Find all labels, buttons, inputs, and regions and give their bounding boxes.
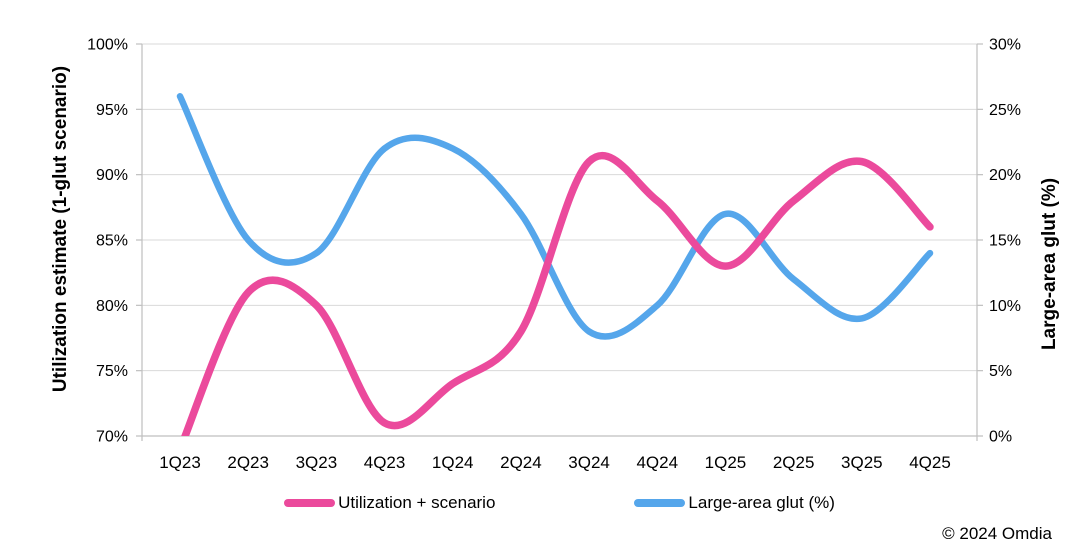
right-axis-title: Large-area glut (%) — [1039, 177, 1060, 351]
legend-label-utilization: Utilization + scenario — [338, 493, 496, 512]
y-right-tick-label: 20% — [989, 167, 1021, 184]
x-tick-label: 1Q23 — [159, 453, 201, 472]
x-tick-label: 2Q23 — [227, 453, 269, 472]
utilization-line-swatch-icon — [284, 499, 336, 507]
x-tick-label: 4Q25 — [909, 453, 951, 472]
legend: Utilization + scenario Large-area glut (… — [142, 489, 977, 517]
y-right-tick-label: 5% — [989, 363, 1012, 380]
y-right-tick-label: 25% — [989, 102, 1021, 119]
glut-line-swatch-icon — [634, 499, 686, 507]
y-right-tick-label: 0% — [989, 429, 1012, 446]
x-tick-label: 3Q23 — [296, 453, 338, 472]
y-left-tick-label: 80% — [96, 298, 128, 315]
y-left-tick-label: 85% — [96, 233, 128, 250]
y-left-tick-label: 100% — [87, 37, 128, 54]
legend-label-glut: Large-area glut (%) — [688, 493, 835, 512]
y-right-tick-label: 15% — [989, 233, 1021, 250]
x-tick-label: 2Q24 — [500, 453, 542, 472]
y-right-tick-label: 30% — [989, 37, 1021, 54]
y-left-tick-label: 75% — [96, 363, 128, 380]
y-right-tick-label: 10% — [989, 298, 1021, 315]
legend-item-utilization: Utilization + scenario — [284, 493, 495, 513]
x-tick-label: 1Q24 — [432, 453, 474, 472]
x-tick-label: 1Q25 — [705, 453, 747, 472]
y-left-tick-label: 90% — [96, 167, 128, 184]
utilization-series-line — [181, 151, 934, 436]
x-tick-label: 3Q25 — [841, 453, 883, 472]
glut-series-line — [176, 93, 934, 340]
x-tick-label: 3Q24 — [568, 453, 610, 472]
y-left-tick-label: 70% — [96, 429, 128, 446]
legend-item-glut: Large-area glut (%) — [634, 493, 835, 513]
copyright-notice: © 2024 Omdia — [942, 524, 1052, 543]
x-tick-label: 4Q24 — [636, 453, 678, 472]
x-tick-label: 2Q25 — [773, 453, 815, 472]
x-tick-label: 4Q23 — [364, 453, 406, 472]
left-axis-title: Utilization estimate (1-glut scenario) — [50, 65, 71, 393]
y-left-tick-label: 95% — [96, 102, 128, 119]
series-group — [176, 93, 934, 436]
